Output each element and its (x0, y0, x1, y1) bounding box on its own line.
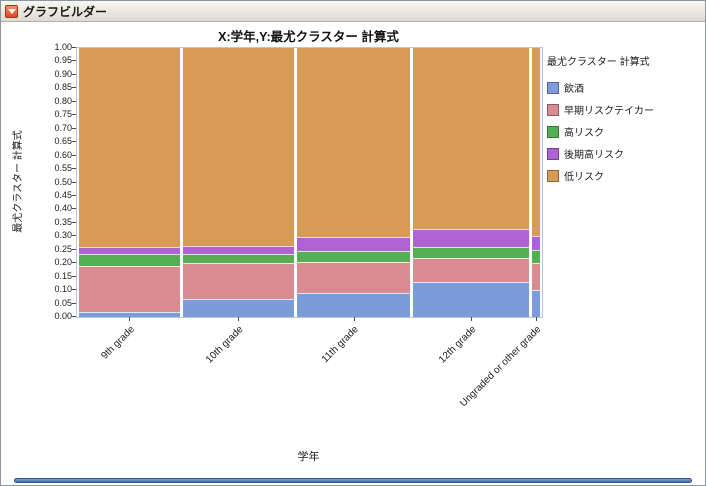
mosaic-segment[interactable] (182, 263, 294, 300)
y-tick-label: 0.80 (54, 95, 72, 106)
bottom-resize-bar[interactable] (14, 478, 692, 483)
y-tick-label: 0.10 (54, 284, 72, 295)
mosaic-segment[interactable] (531, 263, 540, 291)
mosaic-segment[interactable] (79, 48, 180, 248)
legend-item-label: 後期高リスク (564, 150, 624, 161)
mosaic-segment[interactable] (296, 237, 411, 252)
legend-swatch (547, 125, 559, 138)
mosaic-segment[interactable] (531, 290, 540, 317)
legend-items: 飲酒早期リスクテイカー 高リスク後期高リスク 低リスク (547, 80, 703, 183)
mosaic-segment[interactable] (182, 299, 294, 317)
y-tick-label: 0.45 (54, 189, 72, 200)
mosaic-segment[interactable] (531, 48, 540, 237)
y-tick-label: 0.50 (54, 176, 72, 187)
x-axis-title[interactable]: 学年 (297, 451, 320, 463)
legend-swatch (547, 103, 559, 116)
legend-swatch (547, 169, 559, 182)
mosaic-segment[interactable] (413, 247, 529, 258)
mosaic-segment[interactable] (79, 265, 180, 312)
legend-title: 最尤クラスター 計算式 (547, 57, 650, 68)
legend-item-label: 低リスク (564, 172, 604, 183)
legend-item-label: 早期リスクテイカー (564, 106, 654, 117)
mosaic-segment[interactable] (296, 251, 411, 262)
mosaic-column[interactable] (413, 48, 529, 317)
chart-title: X:学年,Y:最尤クラスター 計算式 (218, 30, 399, 44)
mosaic-segment[interactable] (531, 249, 540, 264)
y-tick-label: 0.35 (54, 216, 72, 227)
y-tick-label: 0.05 (54, 297, 72, 308)
legend: 最尤クラスター 計算式 飲酒早期リスクテイカー 高リスク後期高リスク 低リスク (547, 53, 703, 190)
y-tick-label: 0.60 (54, 149, 72, 160)
y-tick-label: 0.55 (54, 163, 72, 174)
mosaic-segment[interactable] (413, 229, 529, 248)
legend-item-label: 飲酒 (564, 84, 584, 95)
x-tick-label: 10th grade (204, 324, 247, 366)
mosaic-column[interactable] (182, 48, 294, 317)
y-tick-label: 0.00 (54, 311, 72, 321)
y-tick-label: 0.70 (54, 122, 72, 133)
y-tick-label: 0.40 (54, 203, 72, 214)
y-tick-label: 0.95 (54, 55, 72, 66)
mosaic-segment[interactable] (79, 247, 180, 254)
x-tick-label: 12th grade (437, 324, 479, 366)
y-tick-label: 0.65 (54, 136, 72, 147)
y-tick-label: 0.20 (54, 257, 72, 268)
y-tick-label: 0.85 (54, 82, 72, 93)
mosaic-segment[interactable] (182, 253, 294, 264)
mosaic-segment[interactable] (79, 311, 180, 317)
y-tick-label: 0.75 (54, 109, 72, 120)
legend-item[interactable]: 高リスク (547, 124, 703, 139)
y-tick-label: 1.00 (54, 42, 72, 52)
legend-item[interactable]: 後期高リスク (547, 146, 703, 161)
mosaic-segment[interactable] (79, 253, 180, 266)
window-title: グラフビルダー (23, 4, 108, 19)
x-tick-label: 9th grade (99, 324, 138, 362)
legend-item[interactable]: 早期リスクテイカー (547, 102, 703, 117)
mosaic-segment[interactable] (182, 245, 294, 254)
mosaic-segment[interactable] (413, 282, 529, 317)
mosaic-segment[interactable] (182, 48, 294, 246)
mosaic-column[interactable] (531, 48, 540, 317)
plot-area[interactable] (76, 47, 543, 318)
mosaic-segment[interactable] (413, 48, 529, 230)
legend-item[interactable]: 飲酒 (547, 80, 703, 95)
y-tick-label: 0.15 (54, 270, 72, 281)
y-tick-label: 0.90 (54, 68, 72, 79)
disclosure-triangle-icon (7, 8, 16, 14)
y-tick-label: 0.30 (54, 230, 72, 241)
mosaic-column[interactable] (79, 48, 180, 317)
mosaic-segment[interactable] (296, 261, 411, 293)
x-tick-label: 11th grade (320, 324, 362, 366)
y-axis-title[interactable]: 最尤クラスター 計算式 (13, 130, 24, 233)
titlebar: グラフビルダー (1, 1, 705, 22)
mosaic-segment[interactable] (296, 48, 411, 238)
mosaic-segment[interactable] (413, 257, 529, 282)
legend-item-label: 高リスク (564, 128, 604, 139)
mosaic-column[interactable] (296, 48, 411, 317)
mosaic-segment[interactable] (296, 292, 411, 317)
y-tick-label: 0.25 (54, 243, 72, 254)
legend-swatch (547, 147, 559, 160)
legend-item[interactable]: 低リスク (547, 168, 703, 183)
mosaic-segment[interactable] (531, 236, 540, 250)
legend-swatch (547, 81, 559, 94)
disclosure-button[interactable] (5, 4, 18, 18)
x-tick-label: Ungraded or other grade (458, 324, 544, 410)
